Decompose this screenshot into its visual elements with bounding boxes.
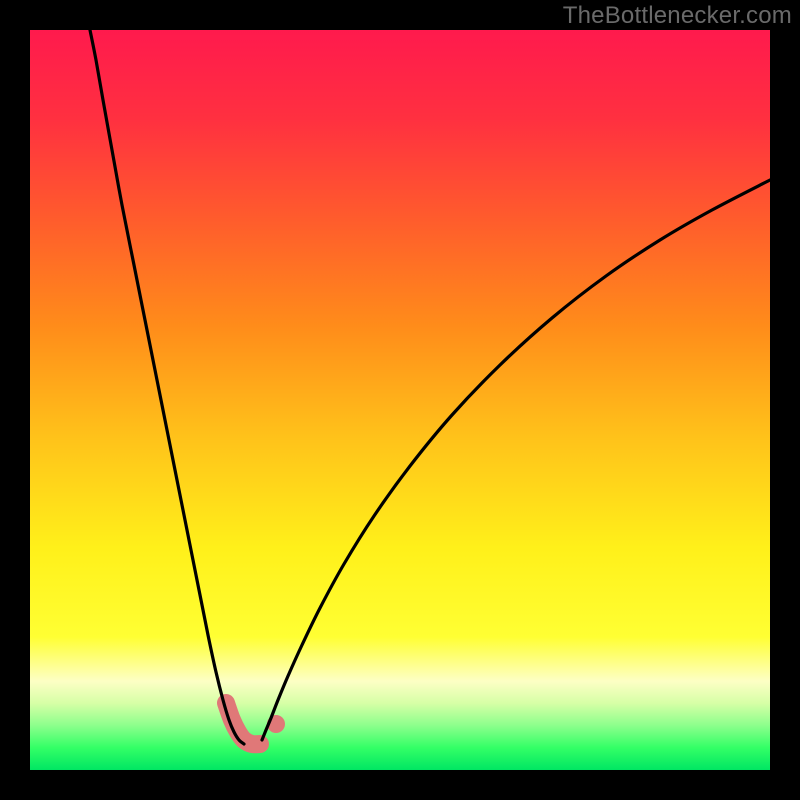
right-bottleneck-curve <box>262 180 770 740</box>
chart-frame <box>0 0 800 800</box>
left-bottleneck-curve <box>90 30 244 744</box>
watermark-text: TheBottlenecker.com <box>563 2 792 30</box>
bottleneck-curves <box>30 30 770 770</box>
bottleneck-markers <box>226 703 285 744</box>
plot-area <box>30 30 770 770</box>
